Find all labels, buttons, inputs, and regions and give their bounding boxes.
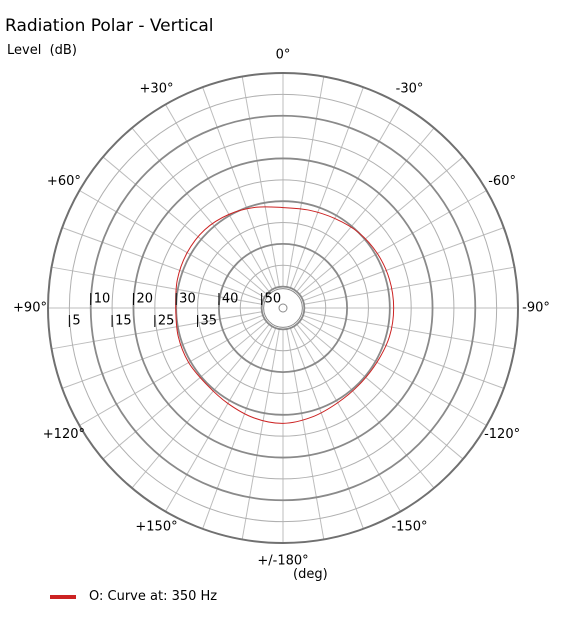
series-line xyxy=(175,206,395,424)
angle-tick-label: +30° xyxy=(140,81,174,96)
y-axis-label: Level (dB) xyxy=(7,43,77,58)
series-layer xyxy=(175,206,395,424)
angle-tick-label: +/-180° xyxy=(257,554,308,569)
x-axis-label: (deg) xyxy=(293,567,328,582)
radial-gridline xyxy=(111,136,455,480)
chart-title: Radiation Polar - Vertical xyxy=(5,16,214,36)
polar-boundary xyxy=(47,72,519,544)
radial-gridline xyxy=(132,157,434,459)
legend-swatch xyxy=(50,594,76,599)
radial-tick-label: 30 xyxy=(179,292,196,307)
radial-gridline xyxy=(218,243,348,373)
legend-label: O: Curve at: 350 Hz xyxy=(89,589,218,604)
angle-tick-label: +120° xyxy=(43,427,85,442)
radial-tick-label: 20 xyxy=(136,292,153,307)
grid xyxy=(47,72,519,544)
radial-gridline xyxy=(154,179,412,437)
radial-tick-label: 10 xyxy=(94,292,111,307)
angle-tick-label: +60° xyxy=(47,174,81,189)
angle-tick-label: -30° xyxy=(396,81,424,96)
radial-gridline xyxy=(239,264,327,352)
angle-tick-label: +150° xyxy=(135,520,177,535)
angle-tick-label: -120° xyxy=(484,427,520,442)
radial-tick-label: 40 xyxy=(222,292,239,307)
radial-tick-label: 50 xyxy=(265,292,282,307)
radial-tick-label: 25 xyxy=(158,314,175,329)
center-point xyxy=(278,303,288,313)
angle-tick-label: 0° xyxy=(276,48,291,63)
radial-gridline xyxy=(260,285,306,331)
radial-tick-label: 35 xyxy=(201,314,218,329)
tick-labels: 0° -30° -60° -90° -120° -150° +/-180° +150° +120… xyxy=(13,48,550,569)
angle-tick-label: -90° xyxy=(522,301,550,316)
radial-tick-label: 15 xyxy=(115,314,132,329)
radial-gridline xyxy=(68,93,498,523)
radial-tick-label: 5 xyxy=(72,314,80,329)
radial-gridline xyxy=(89,114,477,502)
radial-gridline xyxy=(197,222,369,394)
legend: O: Curve at: 350 Hz xyxy=(50,589,217,604)
angle-tick-label: -150° xyxy=(391,520,427,535)
angle-tick-label: -60° xyxy=(488,174,516,189)
angle-tick-label: +90° xyxy=(13,301,47,316)
